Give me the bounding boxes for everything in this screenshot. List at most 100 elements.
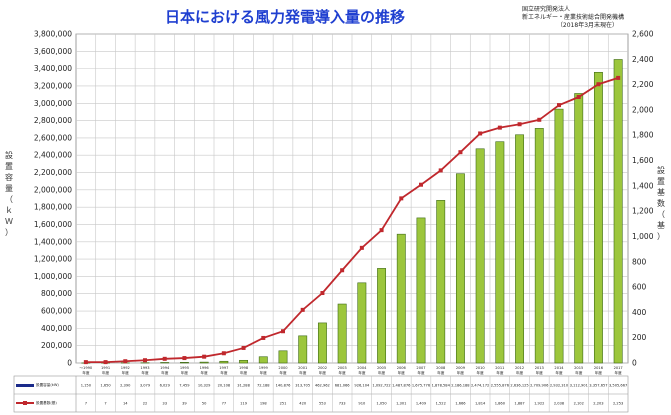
y-tick-label: 2,400,000 <box>34 151 72 160</box>
x-tick-label: 年度 <box>516 370 524 375</box>
y-tick-label: 2,200,000 <box>34 168 72 177</box>
y2-tick-label: 1,200 <box>632 207 654 216</box>
line-point <box>103 360 108 365</box>
y-tick-label: 3,600,000 <box>34 47 72 56</box>
x-tick-label: 2007 <box>416 366 425 370</box>
table-cell: 3,357,657 <box>589 384 607 388</box>
x-tick-label: 2010 <box>476 366 486 370</box>
table-cell: 1,092,722 <box>372 384 390 388</box>
y2-tick-label: 400 <box>632 308 647 317</box>
x-tick-label: 年度 <box>496 370 504 375</box>
table-cell: 140,876 <box>276 384 292 388</box>
x-tick-label: 2012 <box>515 366 524 370</box>
x-tick-label: 2014 <box>554 366 564 370</box>
x-tick-label: 1996 <box>200 366 210 370</box>
table-cell: 1,487,876 <box>392 384 411 388</box>
table-cell: 1,878,584 <box>432 384 451 388</box>
x-tick-label: 1997 <box>219 366 228 370</box>
line-point <box>340 268 345 273</box>
y2-tick-label: 2,200 <box>632 80 654 89</box>
x-tick-label: 年度 <box>615 370 623 375</box>
table-cell: 10,329 <box>198 384 211 388</box>
x-tick-label: 年度 <box>555 370 563 375</box>
legend-label-count: 設置基数(基) <box>36 400 57 405</box>
x-tick-label: 年度 <box>141 370 149 375</box>
bar <box>574 93 584 364</box>
line-point <box>576 95 581 100</box>
line-point <box>320 291 325 296</box>
line-point <box>182 356 187 361</box>
table-cell: 926,104 <box>354 384 370 388</box>
bar <box>219 360 229 364</box>
x-tick-label: 2005 <box>377 366 386 370</box>
table-cell: 2,932,310 <box>550 384 569 388</box>
x-tick-label: 1993 <box>140 366 149 370</box>
x-tick-label: 1992 <box>121 366 130 370</box>
legend-label-capacity: 設置容量(kW) <box>36 382 59 387</box>
table-cell: 2,709,906 <box>530 384 549 388</box>
line-point <box>557 103 561 108</box>
line-point <box>300 307 305 312</box>
table-cell: 420 <box>299 402 307 406</box>
table-cell: 198 <box>260 402 268 406</box>
y2-tick-label: 1,400 <box>632 181 654 190</box>
x-tick-label: 1998 <box>239 366 249 370</box>
x-tick-label: 1999 <box>259 366 269 370</box>
x-tick-label: 年度 <box>161 370 169 375</box>
table-cell: 313,705 <box>295 384 310 388</box>
y-tick-label: 2,800,000 <box>34 116 72 125</box>
x-tick-label: 年度 <box>319 370 327 375</box>
bar <box>179 362 189 364</box>
table-cell: 2,474,172 <box>471 384 489 388</box>
table-cell: 33 <box>162 402 167 406</box>
table-cell: 6,029 <box>160 384 171 388</box>
source-line-1: 国立研究開発法人 <box>522 6 571 13</box>
table-cell: 7,459 <box>179 384 190 388</box>
table-cell: 2,636,125 <box>510 384 528 388</box>
y-tick-label: 800,000 <box>41 289 72 298</box>
source-note: （2018年3月末現在） <box>556 22 619 29</box>
table-cell: 2,555,876 <box>491 384 510 388</box>
bar <box>199 361 209 364</box>
line-point <box>202 354 207 359</box>
y-tick-label: 1,200,000 <box>34 255 72 264</box>
table-cell: 1,050 <box>376 402 387 406</box>
y2-tick-label: 200 <box>632 333 647 342</box>
x-tick-label: 年度 <box>299 370 307 375</box>
line-point <box>221 351 226 356</box>
x-tick-label: 2003 <box>338 366 347 370</box>
x-tick-label: 年度 <box>595 370 603 375</box>
legend-item-count: 設置基数(基) <box>16 394 72 412</box>
line-point <box>143 358 147 363</box>
line-point <box>83 360 88 365</box>
bar <box>475 148 485 364</box>
y2-tick-label: 2,400 <box>632 55 654 64</box>
table-cell: 3,505,667 <box>609 384 627 388</box>
bar <box>436 200 446 364</box>
bar <box>298 335 308 364</box>
line-point <box>497 125 502 130</box>
table-cell: 2,390 <box>120 384 131 388</box>
x-tick-label: 1994 <box>160 366 170 370</box>
y-tick-label: 400,000 <box>41 324 72 333</box>
bar <box>160 362 170 364</box>
bar <box>258 356 268 364</box>
table-cell: 3,112,901 <box>570 384 588 388</box>
line-point <box>458 150 463 155</box>
y2-tick-label: 800 <box>632 257 647 266</box>
x-tick-label: 年度 <box>398 370 406 375</box>
line-point <box>537 117 542 122</box>
x-tick-label: 2016 <box>594 366 604 370</box>
table-cell: 31,288 <box>237 384 250 388</box>
source-block: 国立研究開発法人 新エネルギー・産業技術総合開発機構 （2018年3月末現在） <box>522 6 624 30</box>
table-cell: 72,188 <box>257 384 270 388</box>
legend-bar-swatch <box>16 383 34 387</box>
y2-tick-label: 2,600 <box>632 30 654 39</box>
table-cell: 1,814 <box>475 402 486 406</box>
table-cell: 1,922 <box>534 402 544 406</box>
table-cell: 1,666 <box>455 402 466 406</box>
bar <box>416 217 426 364</box>
line-point <box>517 122 522 127</box>
y-tick-label: 200,000 <box>41 341 72 350</box>
